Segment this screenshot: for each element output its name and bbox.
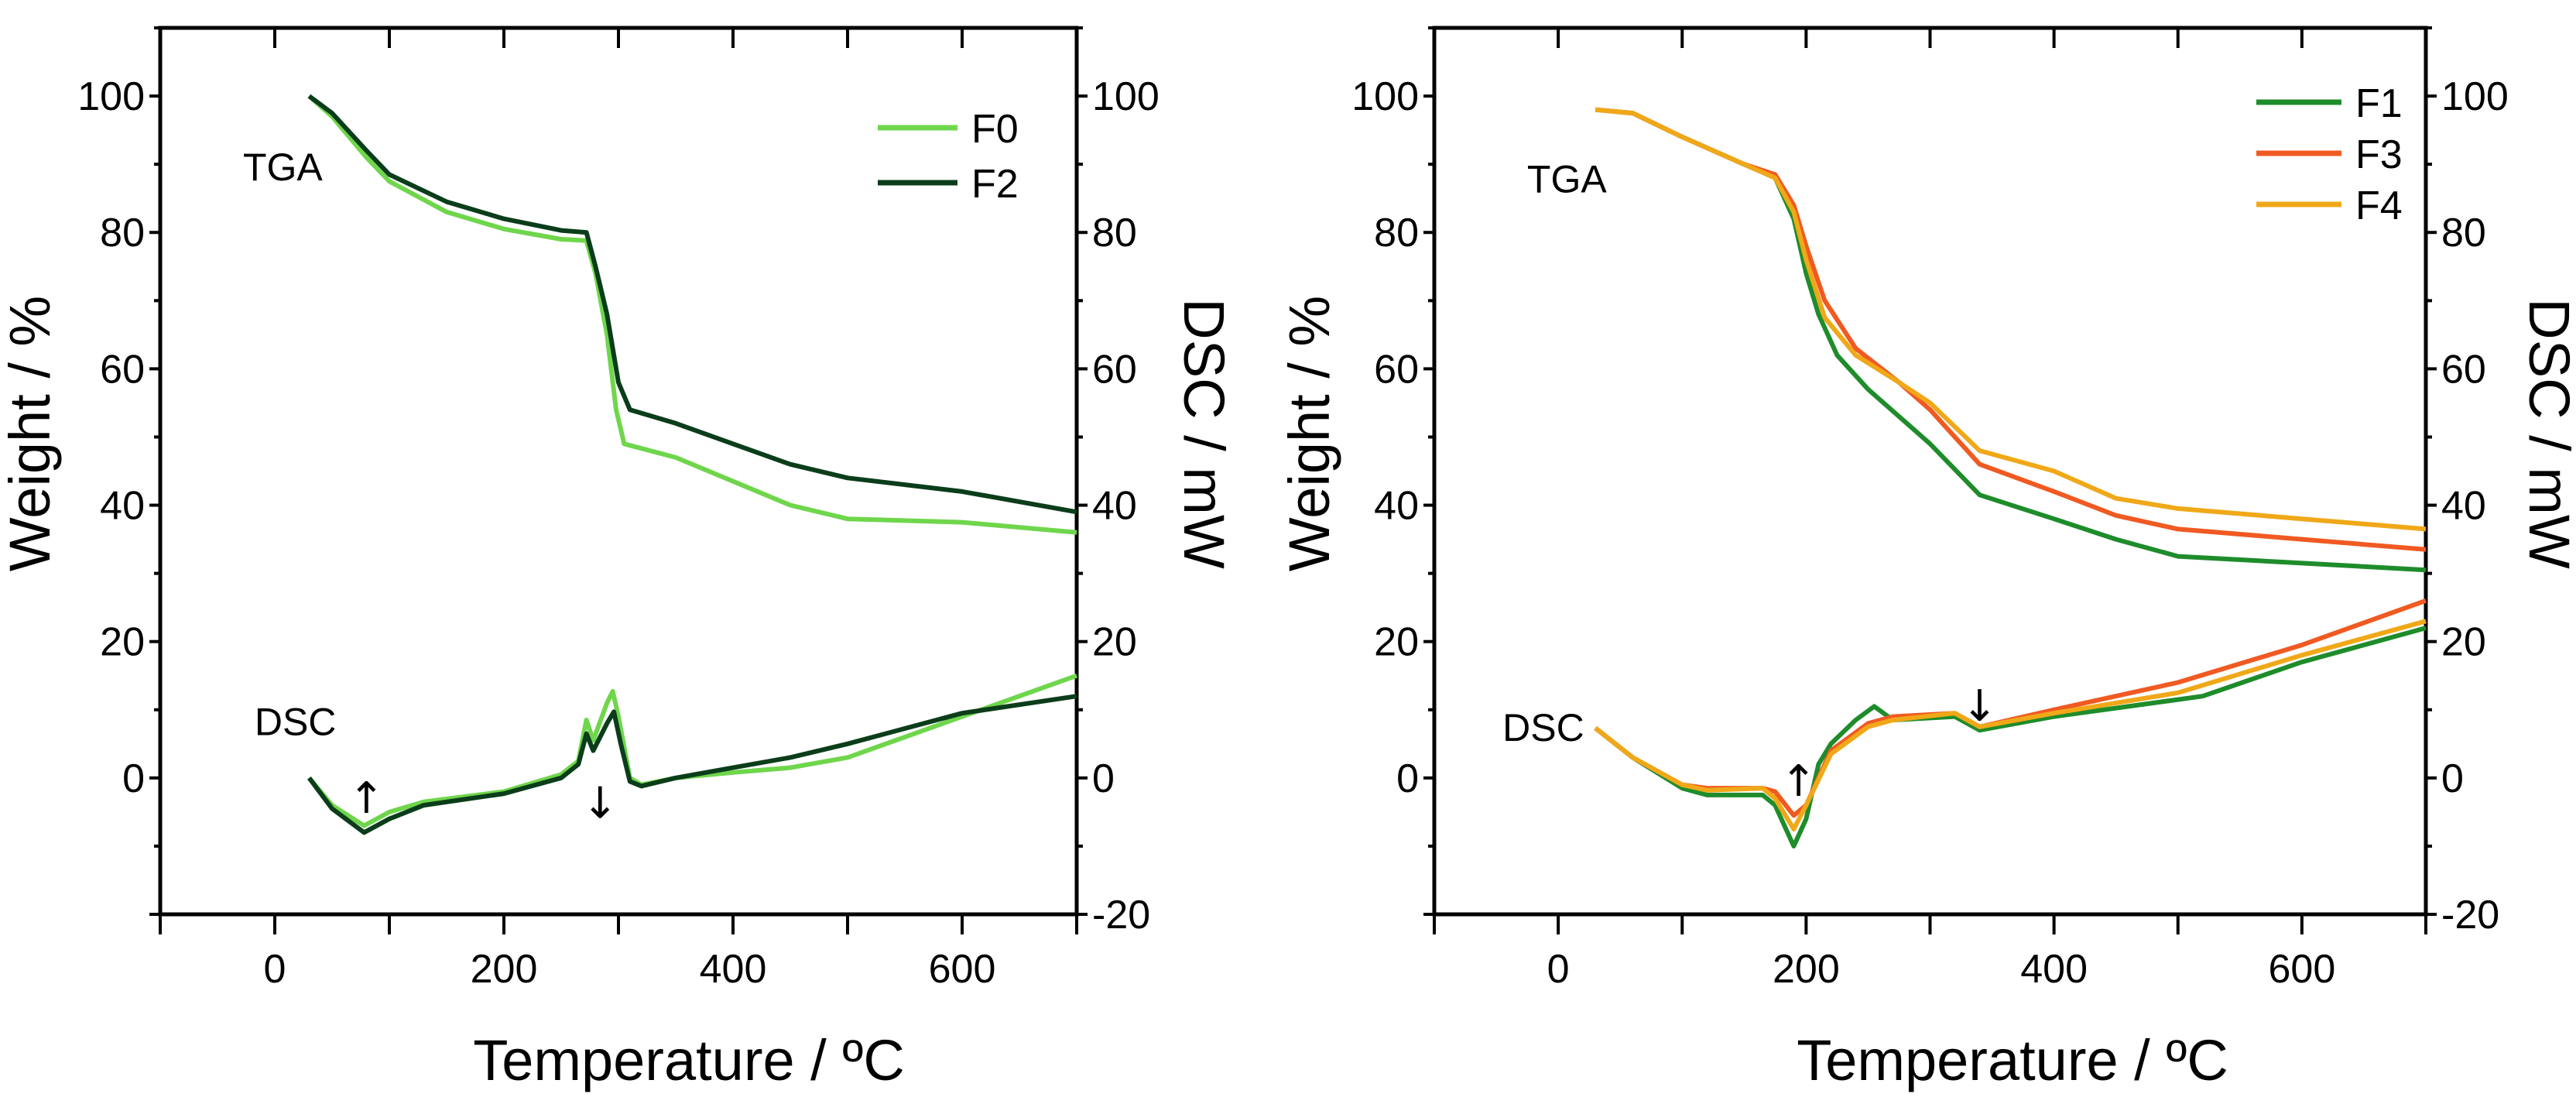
annotation-label-tga: TGA: [1527, 158, 1607, 201]
y-axis-title-right: DSC / mW: [2517, 298, 2576, 569]
y-axis-title-left: Weight / %: [0, 296, 62, 571]
annotation-label-dsc: DSC: [255, 701, 337, 744]
annotation-arrow-icon: ↓: [582, 778, 618, 828]
x-tick-label: 0: [264, 947, 286, 992]
series-f1-tga-line: [1595, 107, 2427, 573]
y-tick-label-left: 100: [77, 74, 145, 119]
y-tick-label-left: 40: [100, 484, 145, 529]
series-f1-dsc-line: [1594, 626, 2427, 849]
series-f0-dsc-line: [307, 673, 1078, 828]
series-f4-tga-line: [1595, 107, 2427, 532]
series-f3-dsc-line: [1594, 598, 2427, 818]
y-tick-label-left: 0: [1396, 756, 1419, 801]
y-tick-label-right: -20: [2441, 893, 2499, 938]
y-tick-label-left: 80: [1374, 211, 1419, 255]
x-tick-label: 600: [2268, 947, 2335, 992]
legend-label-f3: F3: [2355, 132, 2403, 177]
series-f3-tga-line: [1595, 107, 2427, 552]
y-tick-label-right: 100: [2441, 74, 2509, 119]
y-tick-label-left: 20: [1374, 620, 1419, 665]
y-tick-label-right: 60: [2441, 347, 2486, 392]
x-tick-label: 600: [929, 947, 996, 992]
y-axis-title-right: DSC / mW: [1172, 298, 1236, 569]
x-tick-label: 400: [2020, 947, 2088, 992]
y-tick-label-right: 40: [1092, 484, 1137, 529]
y-axis-title-left: Weight / %: [1277, 296, 1341, 571]
series-f4-dsc-line: [1594, 619, 2427, 831]
x-tick-label: 400: [700, 947, 767, 992]
annotation-label-tga: TGA: [243, 146, 323, 189]
y-tick-label-right: 20: [1092, 620, 1137, 665]
y-tick-label-left: 40: [1374, 484, 1419, 529]
x-tick-label: 200: [1773, 947, 1840, 992]
legend-label-f2: F2: [971, 162, 1019, 207]
series-f2-tga-line: [307, 94, 1077, 515]
legend-label-f0: F0: [971, 107, 1019, 152]
x-tick-label: 200: [471, 947, 538, 992]
legend-label-f4: F4: [2355, 183, 2403, 228]
y-tick-label-right: 60: [1092, 347, 1137, 392]
series-f0-tga-line: [307, 94, 1077, 535]
annotation-arrow-icon: ↑: [348, 773, 385, 824]
y-tick-label-left: 80: [100, 211, 145, 255]
y-tick-label-right: 80: [1092, 211, 1137, 255]
y-tick-label-left: 20: [100, 620, 145, 665]
y-tick-label-right: 40: [2441, 484, 2486, 529]
y-tick-label-left: 60: [100, 347, 145, 392]
y-tick-label-left: 0: [122, 756, 145, 801]
annotation-label-dsc: DSC: [1502, 706, 1584, 749]
y-tick-label-right: 80: [2441, 211, 2486, 255]
left-panel-f0-f2: 0 200 400 600 0 20 40 60 80 100 -20 0 20 40 60 80 100 Tem…: [0, 26, 1236, 1092]
x-tick-label: 0: [1547, 947, 1570, 992]
annotation-arrow-icon: ↑: [1780, 756, 1817, 807]
legend-label-f1: F1: [2355, 81, 2403, 126]
y-tick-label-right: 0: [1092, 756, 1115, 801]
y-tick-label-left: 100: [1351, 74, 1419, 119]
x-axis-title: Temperature / ºC: [1797, 1028, 2228, 1092]
annotation-arrow-icon: ↓: [1961, 681, 1998, 732]
right-panel-f1-f3-f4: 0 200 400 600 0 20 40 60 80 100 -20 0 20 40 60 80 100 Tem…: [1277, 26, 2576, 1092]
series-f2-dsc-line: [307, 694, 1077, 835]
y-tick-label-right: 100: [1092, 74, 1160, 119]
y-tick-label-right: 20: [2441, 620, 2486, 665]
y-tick-label-right: -20: [1092, 893, 1150, 938]
y-tick-label-right: 0: [2441, 756, 2464, 801]
y-tick-label-left: 60: [1374, 347, 1419, 392]
x-axis-title: Temperature / ºC: [473, 1028, 905, 1092]
